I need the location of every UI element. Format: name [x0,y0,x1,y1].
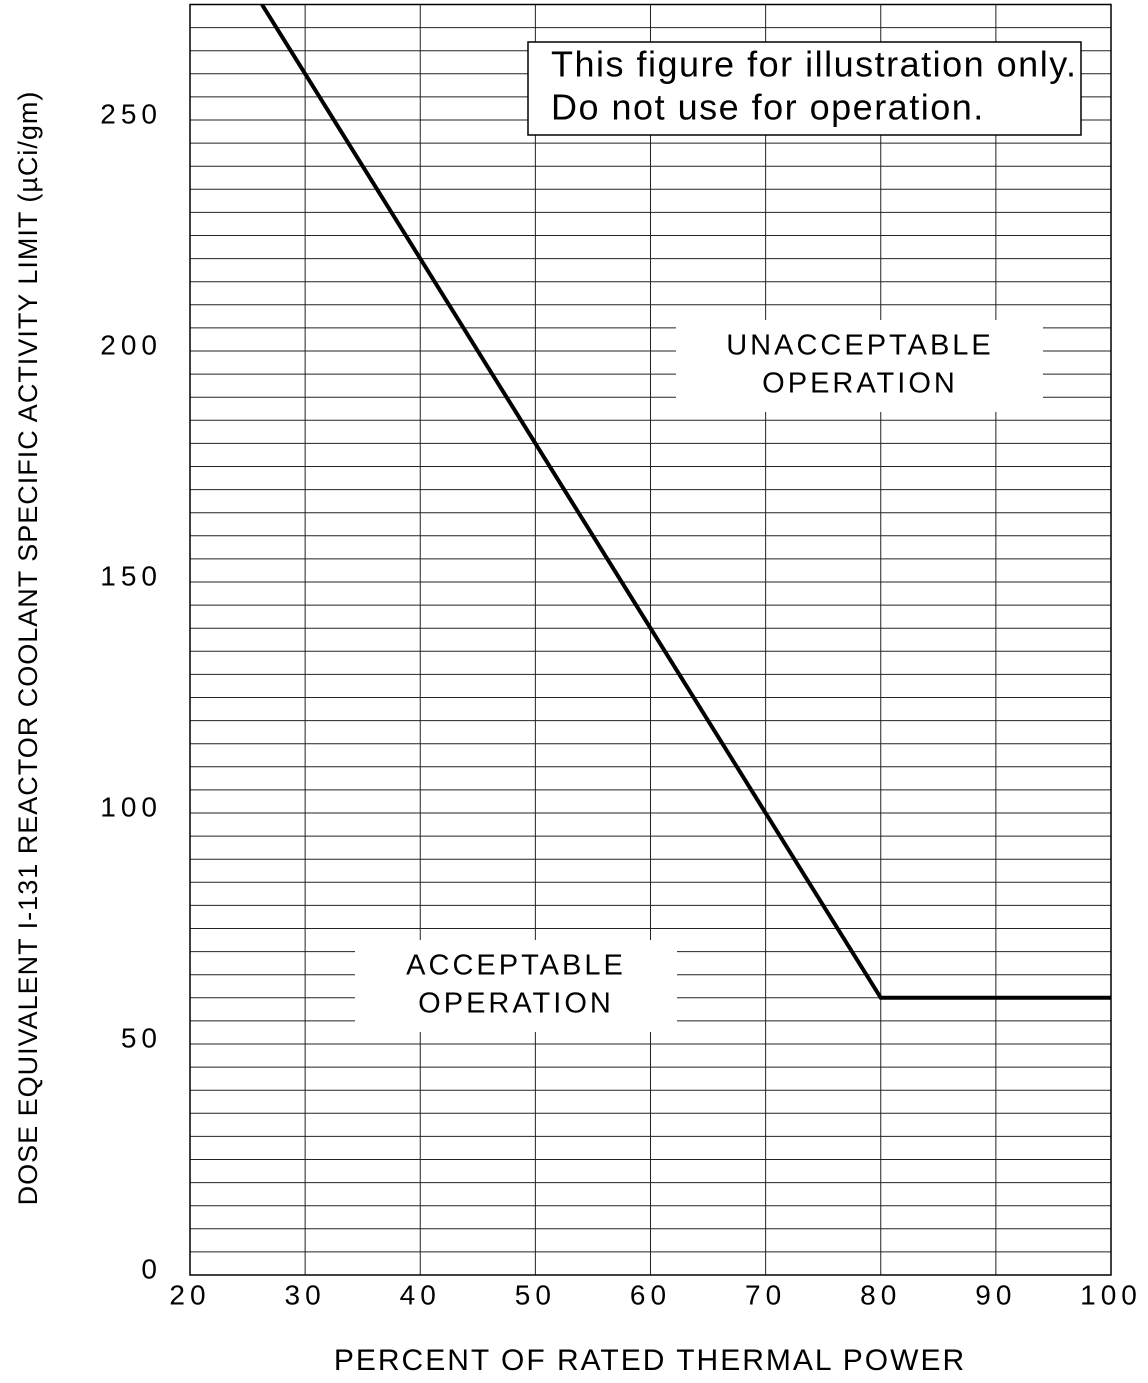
y-tick-label: 150 [100,560,162,591]
x-tick-label: 80 [860,1279,901,1310]
annotation: OPERATION [762,368,958,400]
annotation-box [527,41,1082,136]
x-tick-label: 90 [975,1279,1016,1310]
y-tick-label: 100 [100,791,162,822]
x-tick-label: 70 [745,1279,786,1310]
x-tick-label: 60 [630,1279,671,1310]
annotation: UNACCEPTABLE [726,330,994,362]
x-tick-label: 100 [1080,1279,1142,1310]
x-axis-label: PERCENT OF RATED THERMAL POWER [334,1344,966,1377]
annotation: Do not use for operation. [551,87,985,128]
x-tick-label: 50 [515,1279,556,1310]
x-tick-label: 40 [400,1279,441,1310]
y-tick-label: 200 [100,329,162,360]
x-tick-label: 30 [285,1279,326,1310]
plot-border [189,3,1112,1276]
annotation: OPERATION [418,988,614,1020]
annotation: This figure for illustration only. [551,44,1078,85]
y-axis-label: DOSE EQUIVALENT I-131 REACTOR COOLANT SP… [13,91,43,1206]
limit-line [260,4,1111,1000]
x-tick-label: 20 [169,1279,210,1310]
annotation-box [355,940,677,1032]
annotation-box [676,320,1043,412]
y-tick-label: 250 [100,98,162,129]
annotation: ACCEPTABLE [406,950,626,982]
y-tick-label: 0 [141,1253,162,1284]
y-tick-label: 50 [121,1022,162,1053]
